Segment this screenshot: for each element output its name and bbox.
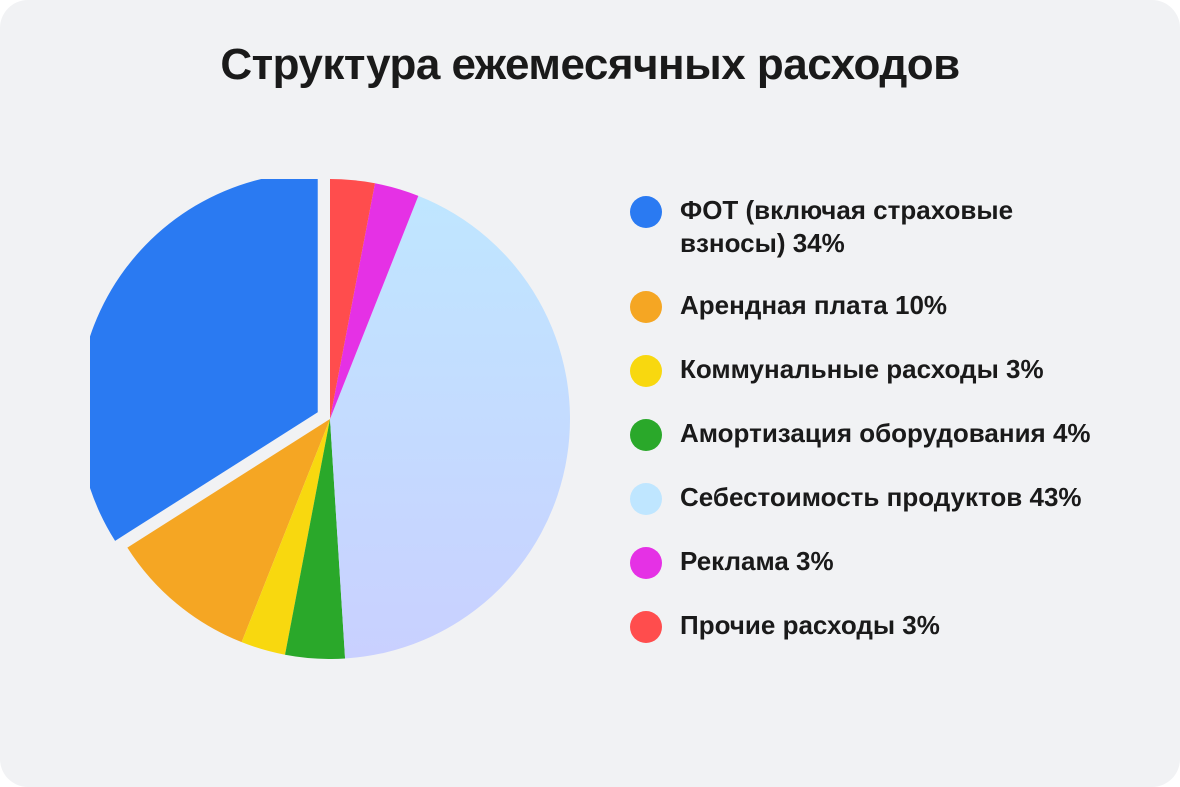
legend-label: Реклама 3% bbox=[680, 545, 834, 578]
legend-label: Арендная плата 10% bbox=[680, 289, 947, 322]
legend-item: Реклама 3% bbox=[630, 545, 1120, 579]
chart-content: ФОТ (включая страховые взносы) 34% Арендн… bbox=[60, 100, 1120, 737]
legend-label: Себестоимость продуктов 43% bbox=[680, 481, 1082, 514]
legend-swatch bbox=[630, 547, 662, 579]
legend-swatch bbox=[630, 291, 662, 323]
legend-item: ФОТ (включая страховые взносы) 34% bbox=[630, 194, 1120, 259]
legend-swatch bbox=[630, 483, 662, 515]
legend-label: Коммунальные расходы 3% bbox=[680, 353, 1044, 386]
chart-card: Структура ежемесячных расходов ФОТ (вклю… bbox=[0, 0, 1180, 787]
legend-swatch bbox=[630, 196, 662, 228]
legend-item: Арендная плата 10% bbox=[630, 289, 1120, 323]
legend-item: Прочие расходы 3% bbox=[630, 609, 1120, 643]
legend-label: Амортизация оборудования 4% bbox=[680, 417, 1091, 450]
legend-swatch bbox=[630, 355, 662, 387]
pie-svg bbox=[90, 179, 570, 659]
legend-label: Прочие расходы 3% bbox=[680, 609, 940, 642]
pie-chart bbox=[90, 179, 570, 659]
legend: ФОТ (включая страховые взносы) 34% Арендн… bbox=[630, 194, 1120, 643]
legend-item: Коммунальные расходы 3% bbox=[630, 353, 1120, 387]
legend-item: Амортизация оборудования 4% bbox=[630, 417, 1120, 451]
legend-label: ФОТ (включая страховые взносы) 34% bbox=[680, 194, 1120, 259]
legend-swatch bbox=[630, 611, 662, 643]
legend-item: Себестоимость продуктов 43% bbox=[630, 481, 1120, 515]
chart-title: Структура ежемесячных расходов bbox=[60, 40, 1120, 90]
legend-swatch bbox=[630, 419, 662, 451]
